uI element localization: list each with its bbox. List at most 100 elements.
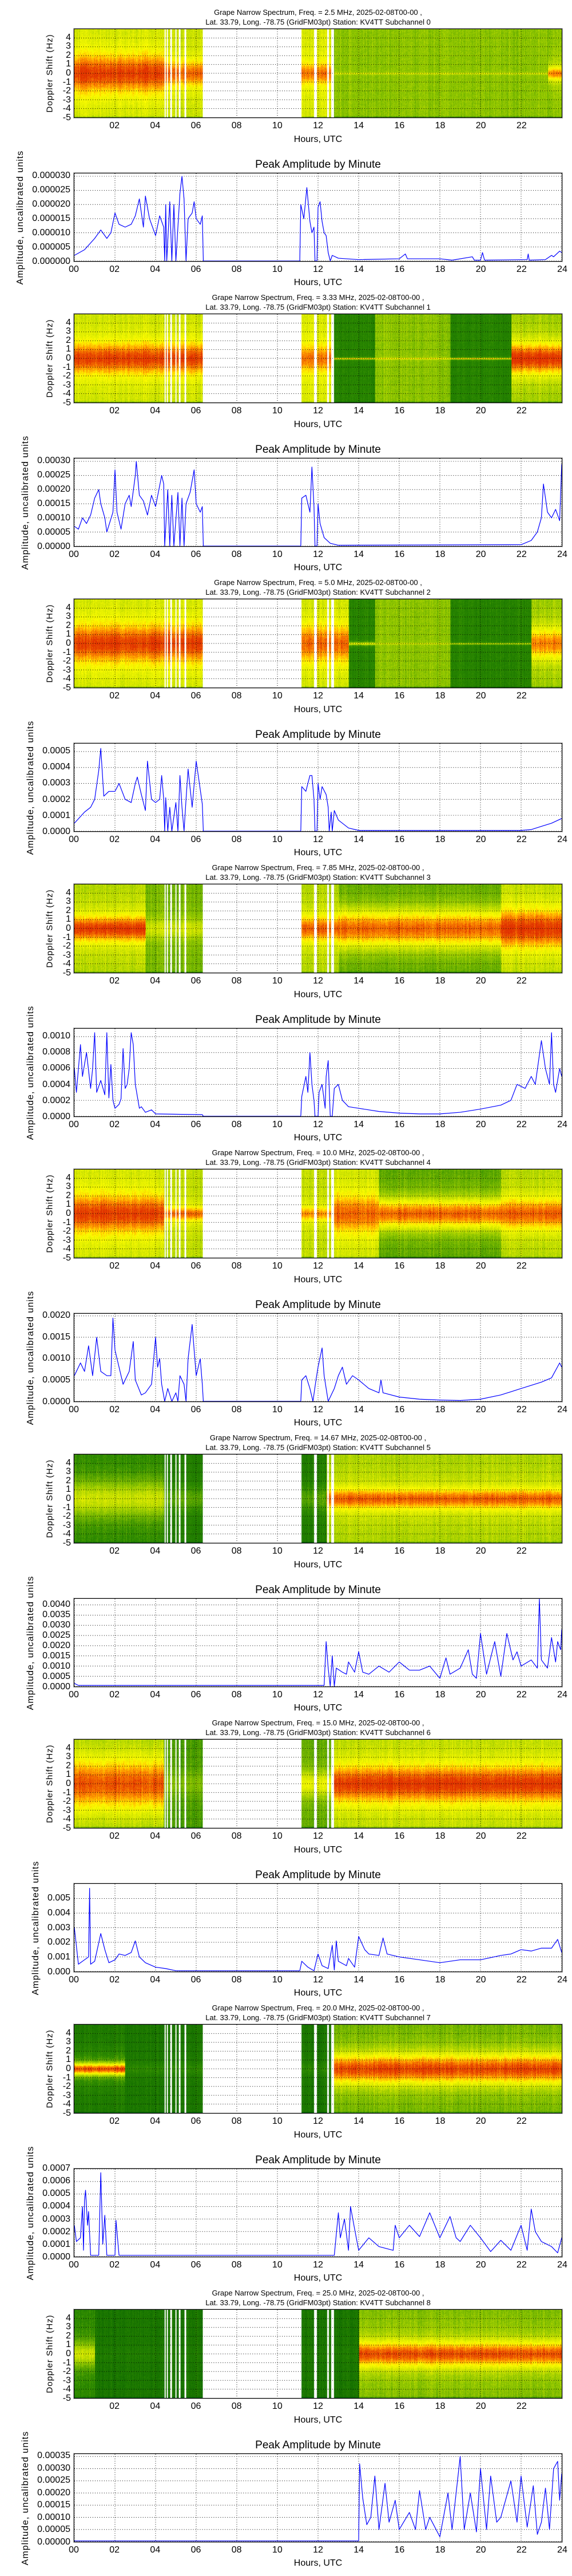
spectrogram-ytick-label: 1 [66, 1769, 71, 1780]
amplitude-ytick-label: 0.0007 [42, 2163, 70, 2173]
spectrogram-ytick-label: -4 [62, 674, 71, 684]
amplitude-ytick-label: 0.0010 [42, 1661, 70, 1671]
amplitude-xtick-label: 16 [394, 264, 405, 274]
spectrogram-ytick-label: -5 [62, 1823, 71, 1833]
spectrogram-xtick-label: 02 [109, 2401, 120, 2411]
spectrogram-xtick-label: 02 [109, 121, 120, 131]
amplitude-ytick-label: 0.0030 [42, 1619, 70, 1630]
spectrogram-title-line2: Lat. 33.79, Long. -78.75 (GridFM03pt) St… [205, 873, 431, 882]
amplitude-ytick-label: 0.00000 [37, 2537, 70, 2547]
spectrogram-ytick-label: 3 [66, 1752, 71, 1762]
amplitude-ytick-label: 0.000015 [32, 214, 70, 223]
spectrogram-xtick-label: 16 [394, 976, 405, 986]
spectrogram-xtick-label: 12 [313, 1831, 323, 1841]
spectrogram-xtick-label: 02 [109, 1261, 120, 1271]
spectrogram-ylabel: Doppler Shift (Hz) [45, 34, 55, 113]
amplitude-xtick-label: 16 [394, 2260, 405, 2270]
spectrogram-xtick-label: 10 [272, 1261, 283, 1271]
spectrogram-title-line2: Lat. 33.79, Long. -78.75 (GridFM03pt) St… [205, 1728, 431, 1737]
spectrogram-title-line1: Grape Narrow Spectrum, Freq. = 25.0 MHz,… [212, 2289, 424, 2297]
spectrogram-xtick-label: 22 [516, 2116, 527, 2126]
amplitude-series-line [74, 1599, 562, 1686]
spectrogram-ytick-label: 3 [66, 326, 71, 337]
spectrogram-ytick-label: -5 [62, 683, 71, 693]
spectrogram-xtick-label: 08 [231, 691, 242, 701]
amplitude-xtick-label: 14 [353, 835, 364, 844]
amplitude-xtick-label: 24 [557, 1975, 567, 1985]
amplitude-xtick-label: 20 [475, 1405, 486, 1415]
amplitude-xtick-label: 12 [313, 2545, 323, 2555]
spectrogram-ytick-label: 2 [66, 905, 71, 915]
spectrogram-xtick-label: 22 [516, 691, 527, 701]
amplitude-series-line [74, 748, 562, 831]
amplitude-xtick-label: 24 [557, 835, 567, 844]
spectrogram-ytick-label: -5 [62, 2108, 71, 2118]
amplitude-ylabel: Amplitude, uncalibrated units [25, 1005, 35, 1140]
amplitude-ytick-label: 0.0004 [42, 1079, 70, 1089]
amplitude-xtick-label: 08 [231, 2260, 242, 2270]
amplitude-ytick-label: 0.0015 [42, 1332, 70, 1342]
spectrogram-ytick-label: -2 [62, 86, 71, 96]
spectrogram-xtick-label: 16 [394, 2116, 405, 2126]
amplitude-chart [74, 1029, 562, 1116]
amplitude-ytick-label: 0.00000 [37, 542, 70, 551]
amplitude-plot [74, 1598, 562, 1687]
amplitude-ytick-label: 0.000025 [32, 185, 70, 195]
spectrogram-ytick-label: 4 [66, 32, 71, 42]
amplitude-xtick-label: 18 [435, 2545, 446, 2555]
amplitude-xtick-label: 20 [475, 1975, 486, 1985]
spectrogram-ytick-label: -1 [62, 2072, 71, 2083]
amplitude-xtick-label: 14 [353, 2260, 364, 2270]
amplitude-xtick-label: 02 [109, 1690, 120, 1700]
spectrogram-ytick-label: 2 [66, 50, 71, 60]
amplitude-series-line [74, 2456, 562, 2542]
spectrogram-ytick-label: -3 [62, 1235, 71, 1245]
spectrogram-xtick-label: 02 [109, 2116, 120, 2126]
spectrogram-xtick-label: 02 [109, 1546, 120, 1556]
spectrogram-ytick-label: -5 [62, 2393, 71, 2403]
amplitude-ytick-label: 0.0000 [42, 827, 70, 836]
spectrogram-xlabel: Hours, UTC [293, 990, 343, 999]
spectrogram-xtick-label: 14 [353, 1261, 364, 1271]
amplitude-xtick-label: 22 [516, 1690, 527, 1700]
amplitude-xtick-label: 10 [272, 1690, 283, 1700]
spectrogram-ytick-label: 4 [66, 1743, 71, 1753]
spectrogram-xtick-label: 08 [231, 406, 242, 416]
amplitude-xtick-label: 10 [272, 1405, 283, 1415]
amplitude-series-line [74, 461, 562, 546]
spectrogram-xtick-label: 22 [516, 2401, 527, 2411]
spectrogram-title-line1: Grape Narrow Spectrum, Freq. = 3.33 MHz,… [212, 293, 424, 302]
spectrogram-grid [74, 1455, 562, 1543]
spectrogram-xtick-label: 02 [109, 691, 120, 701]
spectrogram-ytick-label: -3 [62, 1520, 71, 1530]
spectrogram-ytick-label: 1 [66, 1199, 71, 1210]
spectrogram-xtick-label: 20 [475, 1261, 486, 1271]
amplitude-ytick-label: 0.0000 [42, 1397, 70, 1406]
spectrogram-xtick-label: 20 [475, 691, 486, 701]
spectrogram-ytick-label: -1 [62, 932, 71, 942]
amplitude-ytick-label: 0.0035 [42, 1609, 70, 1619]
spectrogram-ytick-label: 1 [66, 2340, 71, 2350]
amplitude-ylabel: Amplitude, uncalibrated units [20, 2431, 30, 2566]
amplitude-ylabel: Amplitude, uncalibrated units [25, 1575, 35, 1710]
amplitude-xtick-label: 14 [353, 1120, 364, 1129]
spectrogram-xtick-label: 02 [109, 976, 120, 986]
amplitude-xtick-label: 08 [231, 1120, 242, 1129]
amplitude-xtick-label: 18 [435, 1690, 446, 1700]
spectrogram-xtick-label: 10 [272, 121, 283, 131]
amplitude-ytick-label: 0.00030 [37, 456, 70, 465]
spectrogram-ytick-label: -3 [62, 94, 71, 105]
spectrogram-ytick-label: 2 [66, 1190, 71, 1200]
spectrogram-ytick-label: 2 [66, 1760, 71, 1771]
amplitude-xtick-label: 20 [475, 264, 486, 274]
amplitude-xtick-label: 10 [272, 2260, 283, 2270]
channel-panel: Grape Narrow Spectrum, Freq. = 15.0 MHz,… [0, 1710, 572, 1998]
amplitude-xtick-label: 00 [69, 835, 79, 844]
amplitude-xtick-label: 02 [109, 264, 120, 274]
amplitude-xtick-label: 04 [150, 1690, 161, 1700]
amplitude-xtick-label: 18 [435, 550, 446, 559]
spectrogram-ytick-label: 3 [66, 1467, 71, 1477]
amplitude-xtick-label: 16 [394, 1975, 405, 1985]
amplitude-xtick-label: 14 [353, 2545, 364, 2555]
amplitude-xtick-label: 06 [190, 1975, 201, 1985]
